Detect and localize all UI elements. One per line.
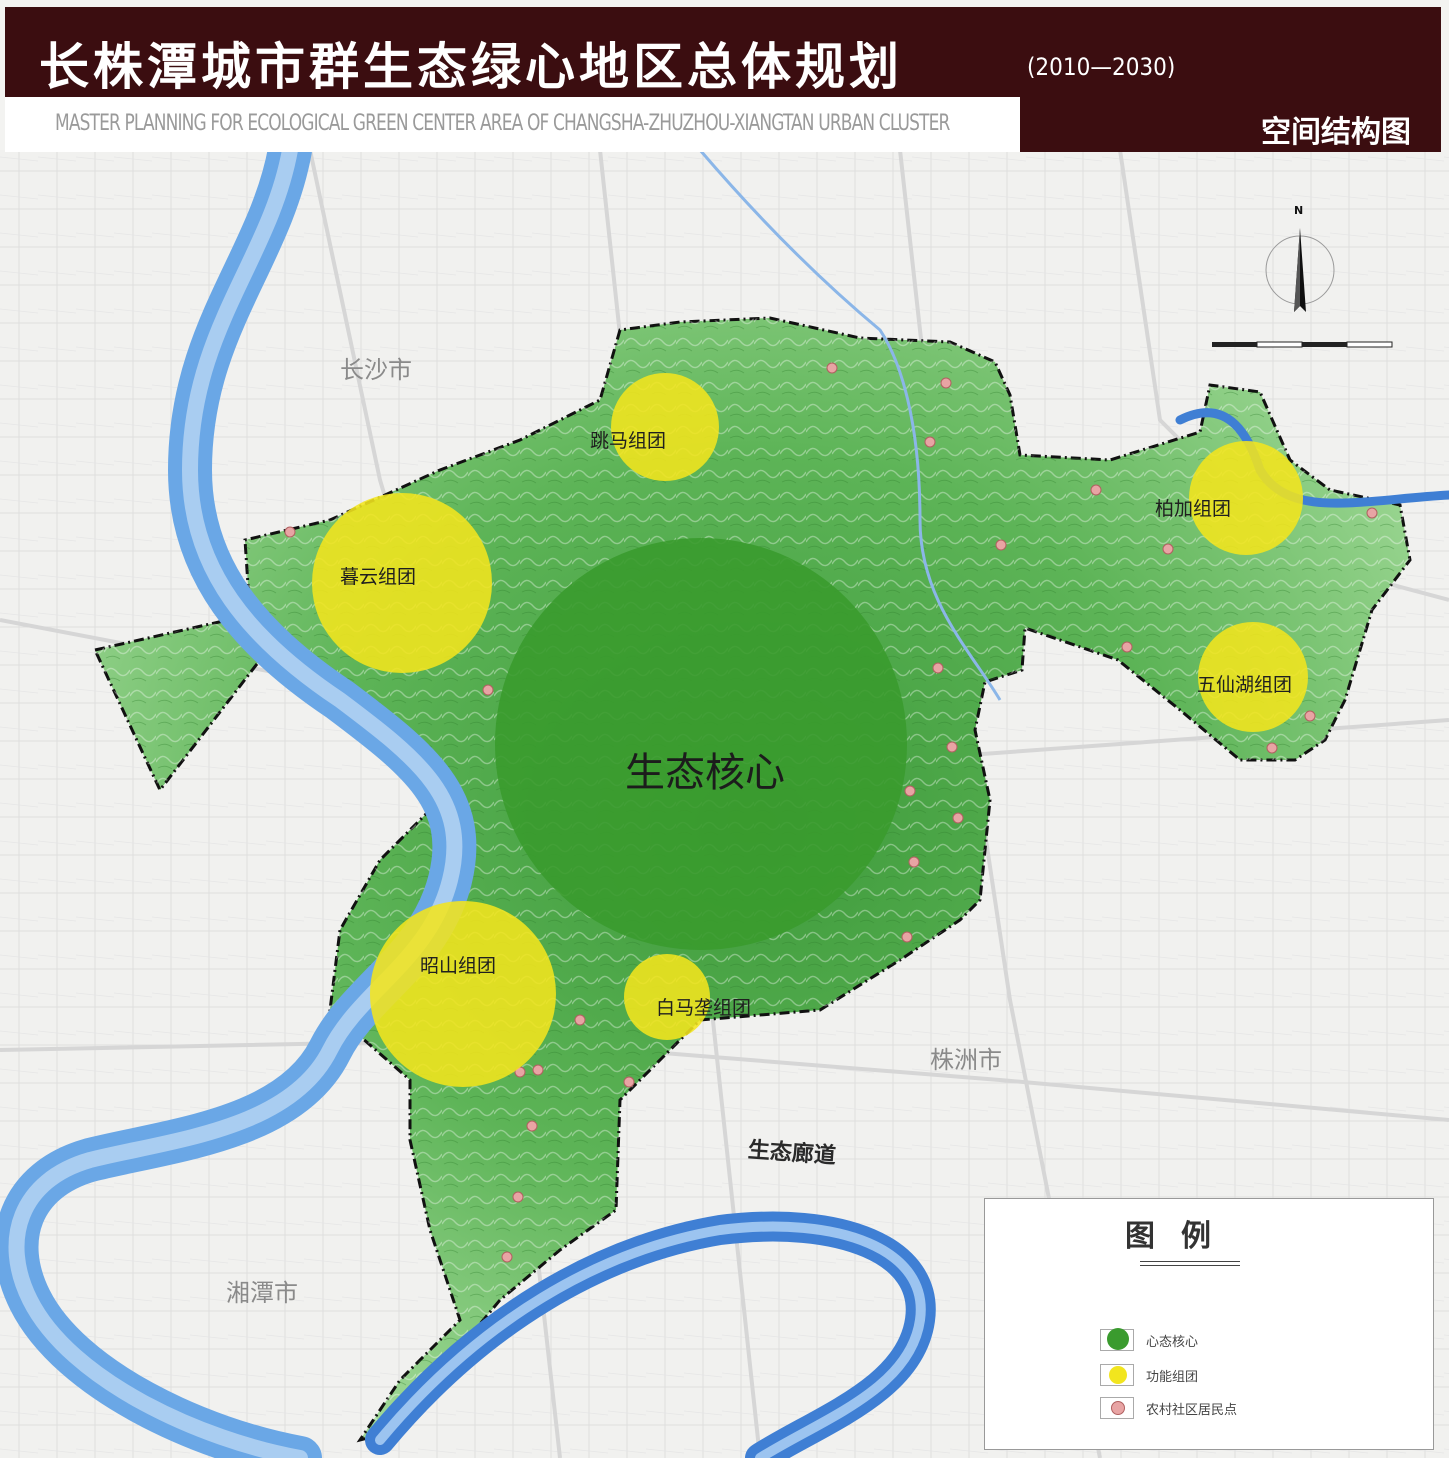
title-bar: 长株潭城市群生态绿心地区总体规划 (2010—2030) (5, 7, 1441, 97)
label-baimaxiang: 白马垄组团 (656, 997, 752, 1019)
group-tiaoma-circle (611, 373, 719, 481)
label-zhaoshan: 昭山组团 (420, 955, 497, 977)
legend: 图例 心态核心 功能组团 农村社区居民点 (984, 1198, 1434, 1450)
legend-title: 图例 (1125, 1219, 1237, 1254)
legend-swatch-village (1100, 1397, 1134, 1419)
legend-item-group: 功能组团 (1100, 1364, 1400, 1388)
north-canal (698, 149, 1002, 701)
label-xiangtan: 湘潭市 (226, 1279, 298, 1307)
label-tiaoma: 跳马组团 (590, 430, 667, 452)
group-baijia-circle (1189, 441, 1303, 555)
scale-bar (1208, 334, 1398, 356)
legend-item-village: 农村社区居民点 (1100, 1397, 1400, 1421)
label-zhuzhou: 株洲市 (930, 1046, 1002, 1074)
legend-label-village: 农村社区居民点 (1146, 1403, 1238, 1418)
group-wuxianhu-circle (1198, 622, 1308, 732)
map-type-tag: 空间结构图 (1261, 115, 1411, 150)
title-tag-box: 空间结构图 (1020, 97, 1441, 152)
label-ecological-core: 生态核心 (625, 750, 785, 796)
group-baimaxiang-circle (624, 954, 710, 1040)
legend-label-group: 功能组团 (1146, 1370, 1199, 1385)
legend-item-core: 心态核心 (1100, 1328, 1400, 1353)
legend-swatch-group (1100, 1364, 1134, 1386)
functional-groups (312, 373, 1308, 1087)
page-title: 长株潭城市群生态绿心地区总体规划 (39, 38, 903, 96)
title-years: (2010—2030) (1027, 53, 1176, 81)
legend-title-rule (1140, 1261, 1240, 1266)
group-zhaoshan-circle (370, 901, 556, 1087)
label-changsha: 长沙市 (340, 356, 412, 384)
subtitle-band: MASTER PLANNING FOR ECOLOGICAL GREEN CEN… (5, 97, 1020, 152)
north-arrow-icon (1265, 228, 1335, 312)
label-wuxianhu: 五仙湖组团 (1197, 674, 1293, 696)
scale-bar-graphic (1212, 341, 1393, 348)
village-points (284, 362, 1378, 1263)
label-muyun: 暮云组团 (340, 566, 417, 588)
label-ecological-corridor: 生态廊道 (747, 1137, 837, 1170)
north-label: N (1294, 204, 1304, 217)
label-baijia: 柏加组团 (1155, 498, 1232, 520)
group-muyun-circle (312, 493, 492, 673)
ecological-core-circle (495, 538, 907, 950)
legend-label-core: 心态核心 (1146, 1335, 1199, 1350)
north-arrow: N (1260, 204, 1340, 318)
legend-swatch-core (1100, 1328, 1134, 1351)
page-subtitle: MASTER PLANNING FOR ECOLOGICAL GREEN CEN… (55, 111, 950, 136)
